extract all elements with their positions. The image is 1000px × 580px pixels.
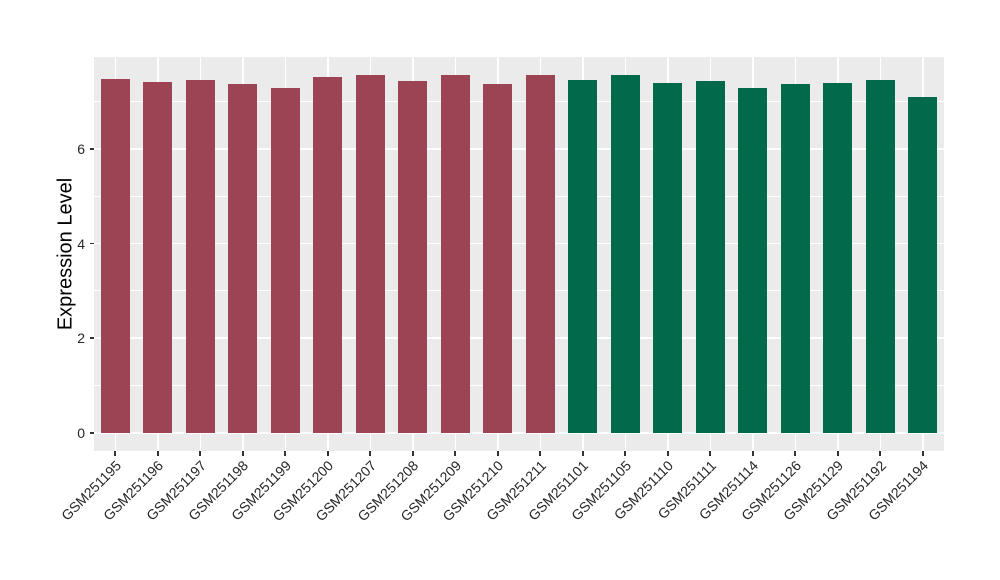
y-axis-tick	[90, 242, 94, 245]
x-axis-tick	[921, 451, 924, 456]
bar-GSM251207	[355, 74, 385, 433]
bar-GSM251209	[440, 75, 470, 433]
bar-GSM251199	[270, 88, 300, 433]
bar-GSM251208	[398, 80, 428, 433]
x-axis-tick	[879, 451, 882, 456]
x-axis-tick	[369, 451, 372, 456]
y-axis-tick	[90, 337, 94, 340]
x-axis-tick	[794, 451, 797, 456]
x-axis-tick	[114, 451, 117, 456]
plot-panel: 0 2 4 6 GSM251195 GSM251196 GSM251197 GSM251198…	[58, 57, 944, 524]
x-axis-tick	[454, 451, 457, 456]
bar-GSM251111	[695, 81, 725, 433]
bar-GSM251129	[823, 83, 853, 433]
x-axis-tick	[751, 451, 754, 456]
y-axis-tick	[90, 148, 94, 150]
bar-GSM251195	[100, 78, 130, 433]
y-tick-label: 2	[77, 330, 85, 347]
bar-GSM251126	[780, 83, 810, 433]
x-axis-tick	[709, 451, 712, 456]
bar-GSM251114	[738, 88, 768, 433]
y-axis-title: Expression Level	[54, 177, 77, 331]
gridline-major-y	[94, 242, 944, 245]
bar-GSM251110	[653, 83, 683, 433]
x-axis-tick	[666, 451, 669, 456]
y-tick-label: 0	[77, 425, 85, 441]
gridline-major-y	[94, 432, 944, 434]
gridline-major-y	[94, 148, 944, 150]
x-axis-tick	[624, 451, 627, 456]
gridline-major-y	[94, 337, 944, 340]
x-axis-tick	[411, 451, 414, 456]
bar-GSM251105	[610, 74, 640, 433]
x-axis-tick	[241, 451, 244, 456]
x-axis-tick	[539, 451, 542, 456]
bar-GSM251101	[568, 80, 598, 433]
bar-GSM251192	[865, 79, 895, 433]
x-axis-tick	[496, 451, 499, 456]
gridline-minor-y	[94, 290, 944, 292]
bar-GSM251198	[228, 83, 258, 433]
x-axis-tick	[156, 451, 159, 456]
gridline-minor-y	[94, 385, 944, 387]
x-axis-tick	[581, 451, 584, 456]
bar-GSM251211	[525, 74, 555, 433]
x-axis-tick	[284, 451, 287, 456]
y-tick-label: 6	[77, 140, 85, 157]
bar-GSM251200	[313, 76, 343, 433]
gridline-minor-y	[94, 101, 944, 102]
y-axis-tick	[90, 432, 94, 434]
gridline-minor-y	[94, 195, 944, 197]
y-tick-label: 4	[77, 235, 85, 252]
x-axis-tick	[326, 451, 329, 456]
x-axis-tick	[836, 451, 839, 456]
bar-GSM251194	[908, 97, 938, 433]
bar-GSM251210	[483, 83, 513, 433]
bar-GSM251197	[185, 80, 215, 433]
bar-GSM251196	[143, 82, 173, 433]
x-axis-tick	[199, 451, 202, 456]
